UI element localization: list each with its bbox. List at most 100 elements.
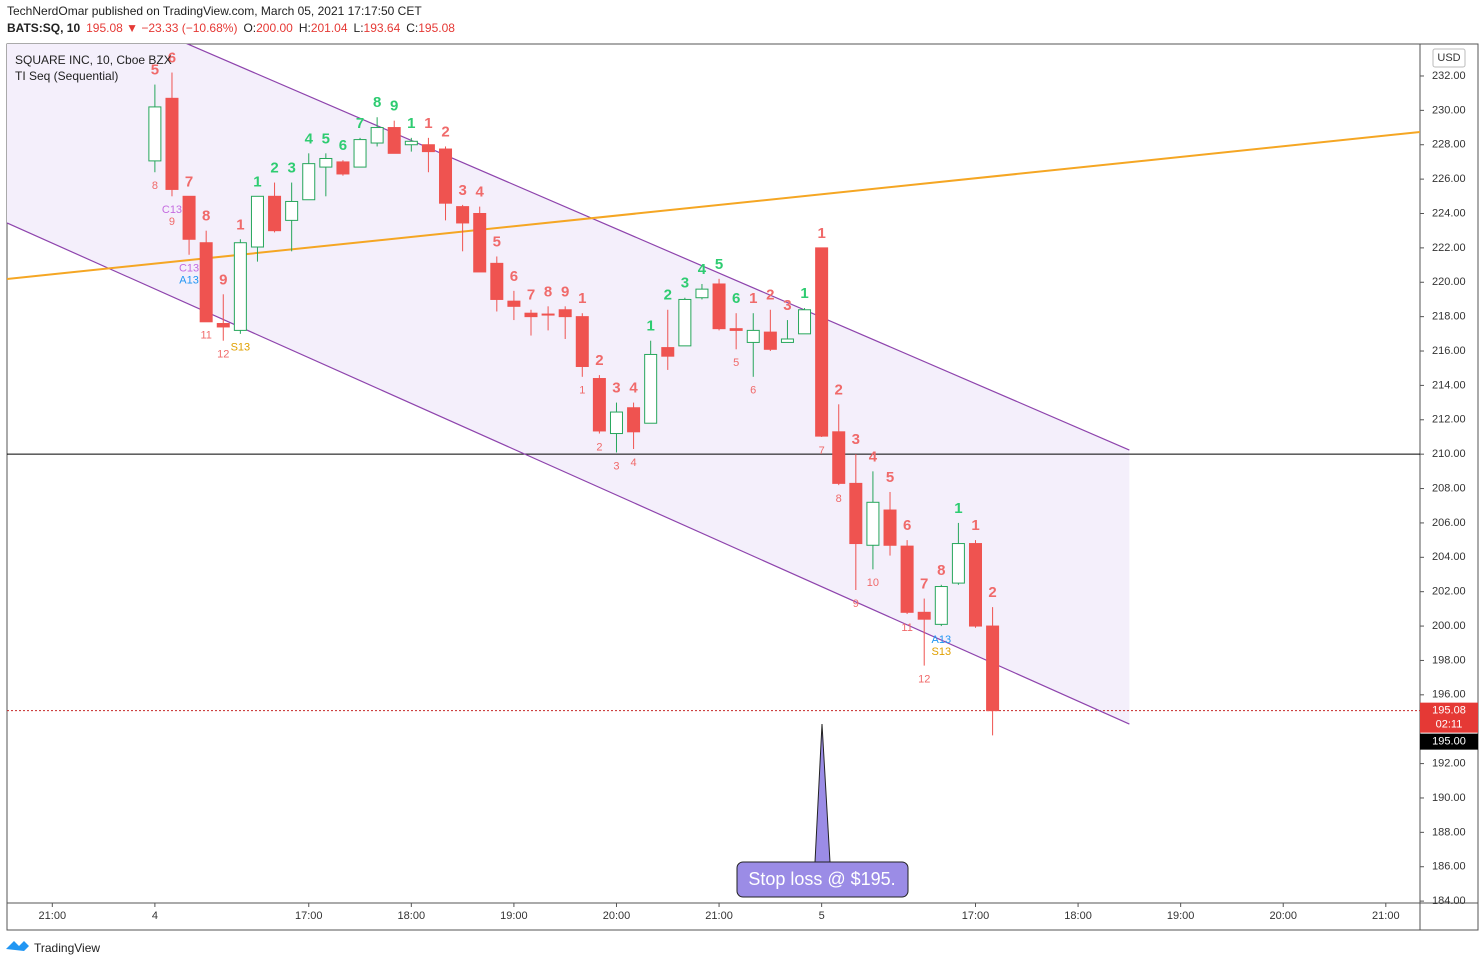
symbol: BATS:SQ, 10	[7, 21, 80, 35]
seq-above: 1	[424, 115, 432, 132]
symbol-line: BATS:SQ, 10 195.08 ▼ −23.33 (−10.68%) O:20…	[7, 21, 455, 35]
candle-body	[353, 139, 367, 168]
seq-below: 2	[596, 441, 602, 453]
x-tick-label: 21:00	[39, 910, 67, 922]
ohlc-value: 195.08	[418, 21, 455, 35]
seq-above: 1	[749, 290, 757, 307]
y-tick-label: 190.00	[1432, 792, 1466, 804]
candle-body	[763, 331, 777, 350]
seq-above: 5	[886, 469, 894, 486]
price-tag-label: 195.08	[1432, 705, 1466, 717]
candle-body	[832, 431, 846, 484]
candle-body	[986, 625, 1000, 712]
candle-body	[695, 288, 709, 299]
y-tick-label: 224.00	[1432, 207, 1466, 219]
seq-above: 4	[869, 448, 878, 465]
candle-body	[473, 212, 487, 273]
y-tick-label: 198.00	[1432, 654, 1466, 666]
ohlc-value: 193.64	[364, 21, 401, 35]
ohlc-key: C:	[406, 21, 418, 35]
seq-above: 8	[202, 208, 210, 225]
candle-body	[319, 157, 333, 168]
candle-body	[575, 316, 589, 367]
y-tick-label: 212.00	[1432, 414, 1466, 426]
candle-body	[216, 323, 230, 328]
candle-body	[951, 543, 965, 584]
candle-body	[250, 195, 264, 248]
candle-body	[165, 97, 179, 190]
candle-body	[729, 328, 743, 331]
candle-body	[490, 262, 504, 300]
candle-body	[370, 127, 384, 144]
candle-body	[558, 309, 572, 318]
x-tick-label: 20:00	[603, 910, 631, 922]
y-tick-label: 192.00	[1432, 757, 1466, 769]
seq-above: 9	[390, 98, 398, 115]
x-tick-label: 20:00	[1269, 910, 1297, 922]
candle-body	[968, 543, 982, 627]
seq-above: 6	[168, 50, 176, 67]
candle-body	[336, 161, 350, 175]
seq-above: 6	[903, 517, 911, 534]
footer: TradingView	[34, 941, 100, 955]
seq-above: 3	[612, 380, 620, 397]
callout-pointer	[814, 723, 831, 863]
seq-above: 1	[407, 115, 415, 132]
ohlc-value: 201.04	[311, 21, 348, 35]
x-tick-label: 18:00	[398, 910, 426, 922]
seq-below: 3	[613, 460, 619, 472]
y-tick-label: 206.00	[1432, 517, 1466, 529]
seq-above: 7	[185, 173, 193, 190]
y-tick-label: 222.00	[1432, 242, 1466, 254]
y-tick-label: 230.00	[1432, 104, 1466, 116]
seq-below: 1	[579, 385, 585, 397]
candle-body	[917, 611, 931, 620]
change: 195.08 ▼ −23.33 (−10.68%)	[86, 21, 237, 35]
seq-above: 2	[270, 160, 278, 177]
x-tick-label: 21:00	[705, 910, 733, 922]
logo	[6, 941, 29, 951]
candle-body	[627, 407, 641, 433]
seq-below: 4	[631, 457, 637, 469]
seq-above: 8	[937, 562, 945, 579]
candle-body	[404, 140, 418, 146]
seq-above: 6	[510, 268, 518, 285]
seq-above: 2	[835, 381, 843, 398]
price-tag	[1420, 733, 1478, 750]
seq-above: 4	[629, 380, 638, 397]
legend-indicator: TI Seq (Sequential)	[15, 69, 118, 83]
seq-below: 8	[836, 493, 842, 505]
y-tick-label: 232.00	[1432, 70, 1466, 82]
candle-body	[268, 195, 282, 232]
seq-above: 2	[766, 287, 774, 304]
seq-above: 8	[373, 94, 381, 111]
candle-body	[609, 411, 623, 435]
seq-below: 5	[733, 357, 739, 369]
seq-below: A13	[179, 275, 199, 287]
seq-above: 3	[458, 182, 466, 199]
seq-above: 3	[783, 297, 791, 314]
trendline	[7, 222, 1130, 725]
candle-body	[866, 501, 880, 546]
seq-above: 1	[954, 500, 962, 517]
x-tick-label: 4	[152, 910, 158, 922]
price-tag	[1420, 702, 1478, 733]
seq-below: A13	[932, 634, 952, 646]
seq-above: 1	[646, 318, 654, 335]
candle-body	[541, 313, 555, 316]
y-tick-label: 226.00	[1432, 173, 1466, 185]
ohlc: O:200.00 H:201.04 L:193.64 C:195.08	[243, 21, 455, 35]
y-tick-label: 214.00	[1432, 379, 1466, 391]
candle-body	[900, 545, 914, 613]
seq-above: 5	[493, 233, 501, 250]
seq-above: 1	[578, 290, 586, 307]
seq-above: 8	[544, 283, 552, 300]
y-tick-label: 186.00	[1432, 861, 1466, 873]
header-line: TechNerdOmar published on TradingView.co…	[7, 4, 422, 18]
seq-above: 1	[971, 517, 979, 534]
y-tick-label: 184.00	[1432, 895, 1466, 907]
seq-above: 2	[988, 584, 996, 601]
seq-below: 6	[750, 385, 756, 397]
seq-above: 4	[698, 261, 707, 278]
